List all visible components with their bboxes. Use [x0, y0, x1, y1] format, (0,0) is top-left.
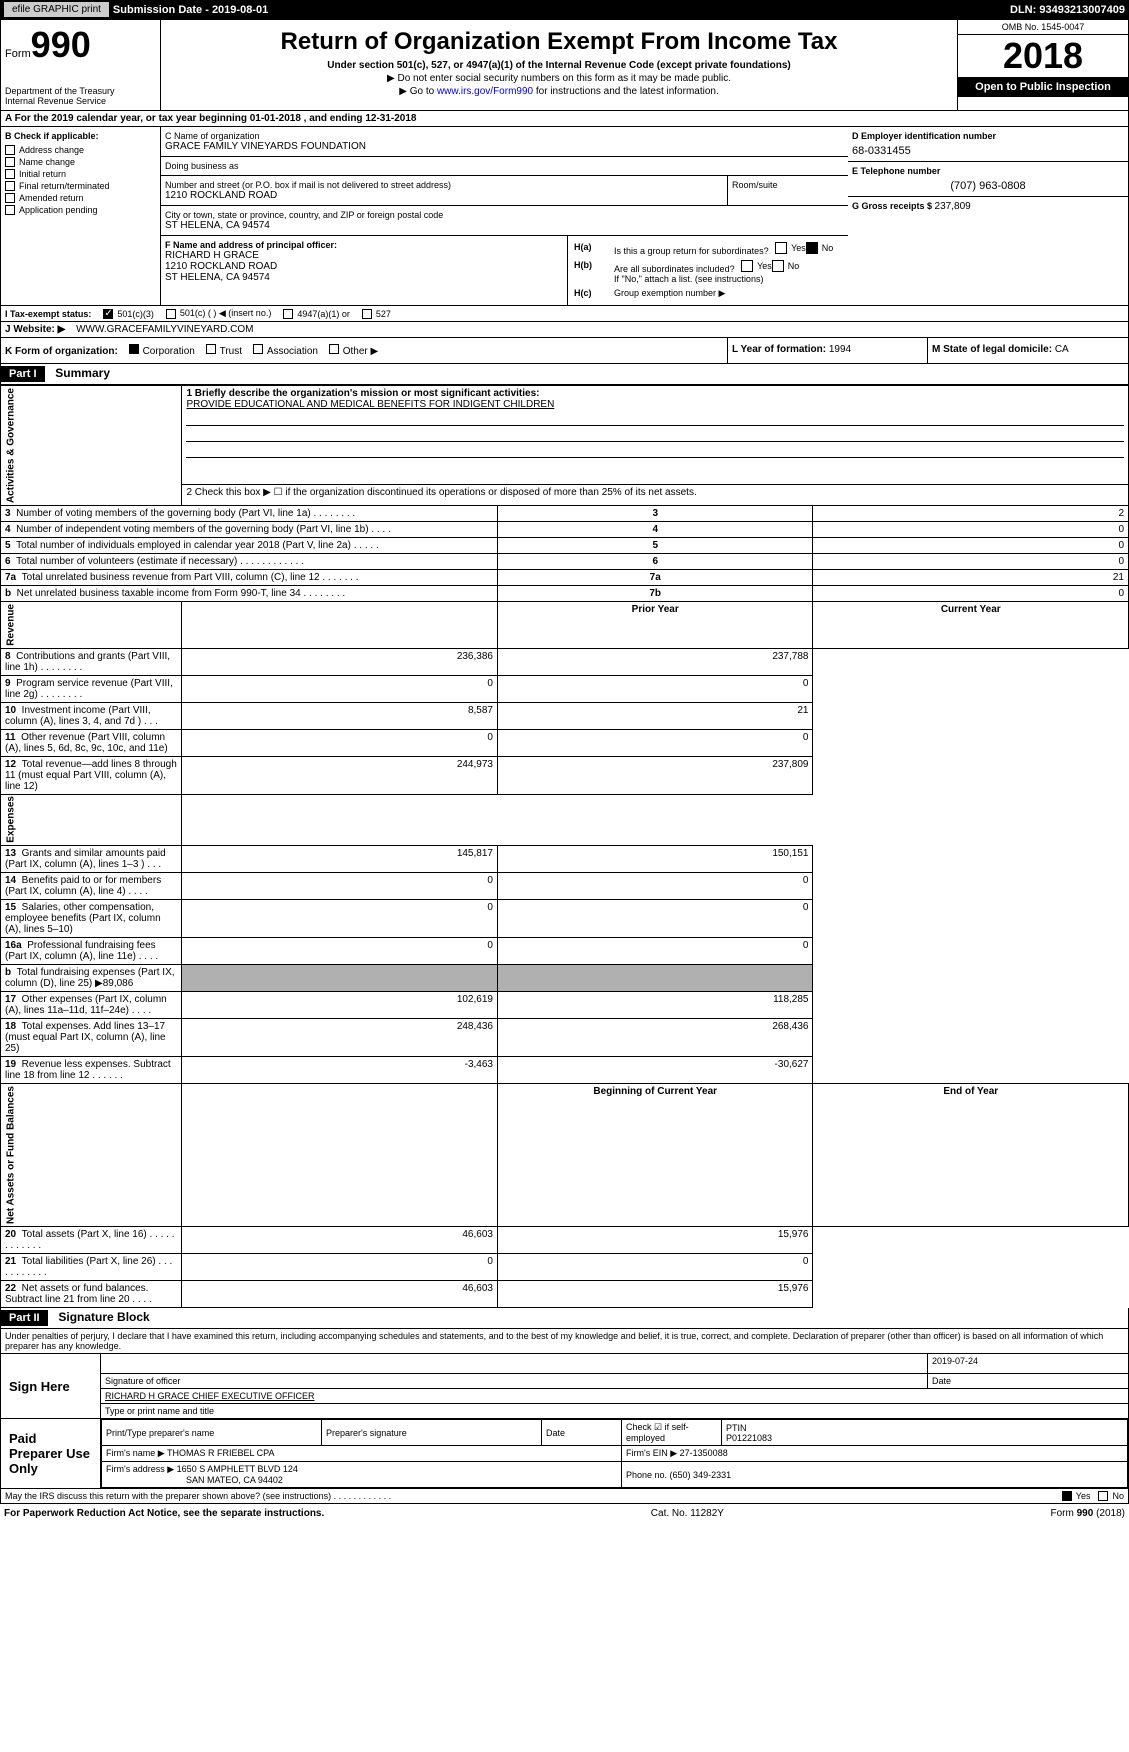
form-title: Return of Organization Exempt From Incom… [165, 28, 953, 56]
city-state-zip: ST HELENA, CA 94574 [165, 220, 844, 231]
check-address-change[interactable] [5, 145, 15, 155]
phone-value: (707) 963-0808 [852, 180, 1124, 192]
part1-header: Part I Summary [0, 364, 1129, 385]
street-address: 1210 ROCKLAND ROAD [165, 190, 723, 201]
form-org-row: K Form of organization: Corporation Trus… [0, 338, 1129, 364]
perjury-statement: Under penalties of perjury, I declare th… [0, 1329, 1129, 1354]
form990-link[interactable]: www.irs.gov/Form990 [437, 86, 533, 97]
form-number: 990 [31, 24, 91, 65]
signature-section: Sign Here Signature of officer 2019-07-2… [0, 1354, 1129, 1419]
sig-date: 2019-07-24 [928, 1354, 1128, 1374]
city-box: City or town, state or province, country… [161, 206, 848, 236]
part2-header: Part II Signature Block [0, 1308, 1129, 1329]
footer-right: Form 990 (2018) [1051, 1508, 1125, 1519]
sign-here-label: Sign Here [1, 1354, 101, 1418]
form-subtitle: Under section 501(c), 527, or 4947(a)(1)… [165, 60, 953, 71]
527-checkbox[interactable] [362, 309, 372, 319]
receipts-value: 237,809 [935, 201, 971, 212]
trust-checkbox[interactable] [206, 344, 216, 354]
firm-name: THOMAS R FRIEBEL CPA [167, 1448, 275, 1458]
mission-text: PROVIDE EDUCATIONAL AND MEDICAL BENEFITS… [186, 399, 1124, 410]
other-checkbox[interactable] [329, 344, 339, 354]
omb-number: OMB No. 1545-0047 [958, 20, 1128, 35]
section-a: A For the 2019 calendar year, or tax yea… [0, 111, 1129, 127]
discuss-yes-checkbox[interactable] [1062, 1491, 1072, 1501]
section-b-right: D Employer identification number 68-0331… [848, 127, 1128, 305]
state-domicile: CA [1055, 344, 1069, 355]
ein-value: 68-0331455 [852, 145, 1124, 157]
check-final-return/terminated[interactable] [5, 181, 15, 191]
receipts-box: G Gross receipts $ 237,809 [848, 197, 1128, 216]
instruction-1: ▶ Do not enter social security numbers o… [165, 73, 953, 84]
form-label: Form [5, 48, 31, 60]
paid-preparer-label: Paid Preparer Use Only [1, 1419, 101, 1488]
501c3-checkbox[interactable] [103, 309, 113, 319]
firm-phone: (650) 349-2331 [670, 1470, 732, 1480]
form-header: Form990 Department of the Treasury Inter… [0, 19, 1129, 111]
corp-checkbox[interactable] [129, 344, 139, 354]
phone-box: E Telephone number (707) 963-0808 [848, 162, 1128, 197]
dba-box: Doing business as [161, 157, 848, 176]
footer-left: For Paperwork Reduction Act Notice, see … [4, 1508, 324, 1519]
street-row: Number and street (or P.O. box if mail i… [161, 176, 848, 206]
department: Department of the Treasury Internal Reve… [5, 86, 156, 106]
check-name-change[interactable] [5, 157, 15, 167]
form-header-center: Return of Organization Exempt From Incom… [161, 20, 958, 110]
instruction-2: ▶ Go to www.irs.gov/Form990 for instruct… [165, 86, 953, 97]
tax-year: 2018 [958, 35, 1128, 77]
section-b-center: C Name of organization GRACE FAMILY VINE… [161, 127, 848, 305]
ptin-value: P01221083 [726, 1433, 772, 1443]
submission-date: Submission Date - 2019-08-01 [113, 4, 268, 16]
hb-yes-checkbox[interactable] [741, 260, 753, 272]
firm-addr2: SAN MATEO, CA 94402 [186, 1475, 283, 1485]
501c-checkbox[interactable] [166, 309, 176, 319]
website-row: J Website: ▶ WWW.GRACEFAMILYVINEYARD.COM [0, 322, 1129, 338]
tax-status-row: I Tax-exempt status: 501(c)(3) 501(c) ( … [0, 306, 1129, 322]
footer: For Paperwork Reduction Act Notice, see … [0, 1504, 1129, 1523]
discuss-row: May the IRS discuss this return with the… [0, 1489, 1129, 1504]
open-public-badge: Open to Public Inspection [958, 77, 1128, 97]
ein-box: D Employer identification number 68-0331… [848, 127, 1128, 162]
h-section: H(a) Is this a group return for subordin… [568, 236, 848, 305]
officer-box: F Name and address of principal officer:… [161, 236, 568, 305]
efile-button[interactable]: efile GRAPHIC print [4, 2, 109, 17]
footer-mid: Cat. No. 11282Y [651, 1508, 724, 1519]
section-b-checkboxes: B Check if applicable: Address changeNam… [1, 127, 161, 305]
discuss-no-checkbox[interactable] [1098, 1491, 1108, 1501]
room-suite: Room/suite [728, 176, 848, 205]
org-name-box: C Name of organization GRACE FAMILY VINE… [161, 127, 848, 157]
year-formation: 1994 [829, 344, 851, 355]
officer-printed-name: RICHARD H GRACE CHIEF EXECUTIVE OFFICER [101, 1389, 1128, 1404]
check-application-pending[interactable] [5, 205, 15, 215]
assoc-checkbox[interactable] [253, 344, 263, 354]
hb-no-checkbox[interactable] [772, 260, 784, 272]
check-initial-return[interactable] [5, 169, 15, 179]
4947-checkbox[interactable] [283, 309, 293, 319]
revenue-label: Revenue [1, 602, 182, 649]
dln: DLN: 93493213007409 [1010, 4, 1125, 16]
firm-ein: 27-1350088 [680, 1448, 728, 1458]
header-bar: efile GRAPHIC print Submission Date - 20… [0, 0, 1129, 19]
netassets-label: Net Assets or Fund Balances [1, 1084, 182, 1227]
form-header-right: OMB No. 1545-0047 2018 Open to Public In… [958, 20, 1128, 110]
check-amended-return[interactable] [5, 193, 15, 203]
org-name: GRACE FAMILY VINEYARDS FOUNDATION [165, 141, 844, 152]
governance-label: Activities & Governance [1, 386, 182, 506]
form-header-left: Form990 Department of the Treasury Inter… [1, 20, 161, 110]
firm-addr1: 1650 S AMPHLETT BLVD 124 [177, 1464, 298, 1474]
officer-name: RICHARD H GRACE [165, 250, 563, 261]
preparer-section: Paid Preparer Use Only Print/Type prepar… [0, 1419, 1129, 1489]
ha-yes-checkbox[interactable] [775, 242, 787, 254]
expenses-label: Expenses [1, 794, 182, 846]
section-b: B Check if applicable: Address changeNam… [0, 127, 1129, 306]
summary-table: Activities & Governance 1 Briefly descri… [0, 385, 1129, 1308]
website-value: WWW.GRACEFAMILYVINEYARD.COM [76, 324, 253, 335]
ha-no-checkbox[interactable] [806, 242, 818, 254]
